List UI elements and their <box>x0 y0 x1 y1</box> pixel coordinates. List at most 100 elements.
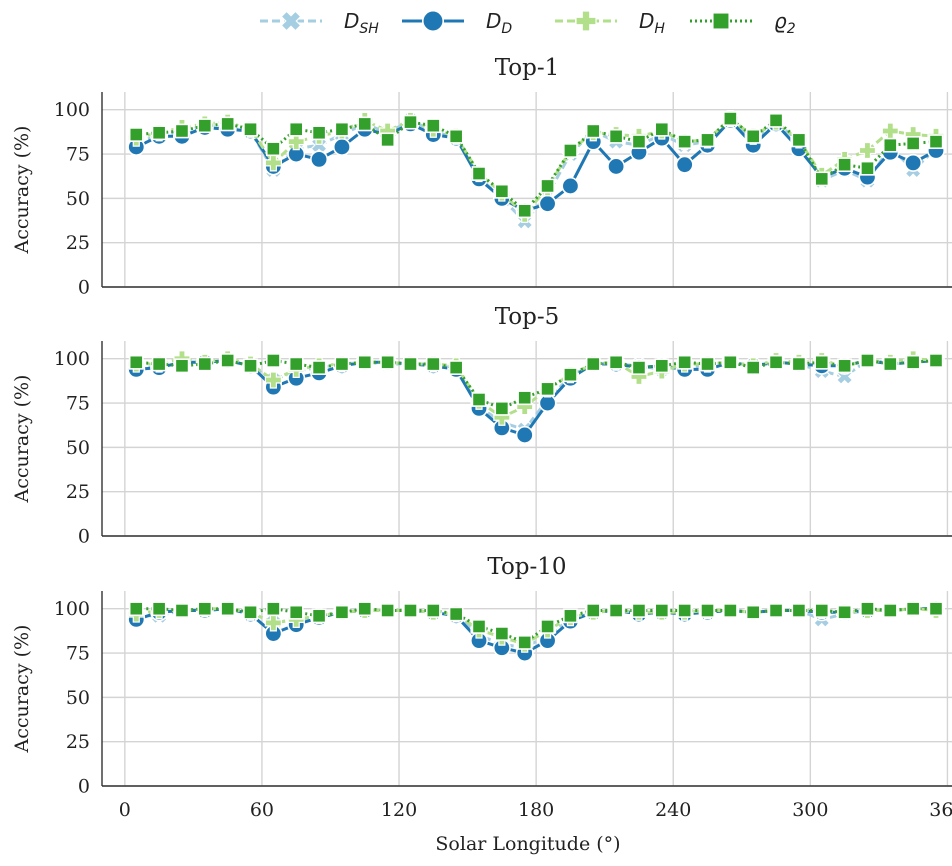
legend-entry-dsh: DSH <box>260 9 379 37</box>
data-point-rho2 <box>722 111 738 126</box>
data-point-rho2 <box>654 358 670 374</box>
data-point-rho2 <box>448 128 464 144</box>
data-point-rho2 <box>151 601 167 617</box>
legend-entry-dd: DD <box>402 9 512 37</box>
data-point-rho2 <box>791 356 807 372</box>
x-tick-label: 120 <box>381 799 417 821</box>
data-point-rho2 <box>768 354 784 370</box>
y-tick-label: 50 <box>66 437 90 459</box>
data-point-rho2 <box>243 121 258 137</box>
x-tick-label: 360 <box>929 799 952 821</box>
x-axis-title: Solar Longitude (°) <box>435 833 620 855</box>
data-point-rho2 <box>425 118 441 134</box>
data-point-dd <box>515 425 534 444</box>
data-point-rho2 <box>380 603 396 618</box>
data-point-rho2 <box>860 353 875 368</box>
data-point-rho2 <box>700 356 715 372</box>
panel-title-top-10: Top-10 <box>487 554 566 580</box>
data-point-rho2 <box>563 367 578 383</box>
data-point-dd <box>538 194 557 213</box>
data-point-dd <box>675 155 694 174</box>
data-point-rho2 <box>243 358 258 374</box>
data-point-rho2 <box>494 626 510 641</box>
data-point-rho2 <box>220 353 236 368</box>
data-point-rho2 <box>585 123 601 139</box>
data-point-rho2 <box>425 356 441 372</box>
data-point-rho2 <box>334 356 350 372</box>
data-point-rho2 <box>814 171 830 187</box>
series-rho2 <box>128 111 944 219</box>
data-point-rho2 <box>448 606 464 622</box>
data-point-rho2 <box>837 604 853 620</box>
series-line-rho2 <box>136 607 936 644</box>
y-axis-title: Accuracy (%) <box>11 625 33 754</box>
data-point-rho2 <box>768 112 784 128</box>
data-point-rho2 <box>517 635 533 650</box>
y-tick-label: 25 <box>66 232 90 254</box>
legend-marker-dsh <box>280 10 302 32</box>
data-point-rho2 <box>540 381 555 397</box>
data-point-rho2 <box>722 354 738 370</box>
data-point-rho2 <box>585 356 601 372</box>
data-point-dd <box>561 176 580 195</box>
data-point-dd <box>904 153 923 172</box>
data-point-dd <box>607 157 626 176</box>
data-point-dh <box>858 141 877 160</box>
data-point-rho2 <box>608 354 624 370</box>
legend-entry-dh: DH <box>555 9 665 37</box>
data-point-rho2 <box>220 601 236 617</box>
y-tick-label: 0 <box>78 776 90 798</box>
x-tick-label: 60 <box>250 799 274 821</box>
data-point-rho2 <box>403 603 418 618</box>
data-point-rho2 <box>928 353 944 368</box>
data-point-rho2 <box>631 603 647 618</box>
legend-marker-rho2 <box>711 11 731 31</box>
x-tick-label: 240 <box>655 799 691 821</box>
series-line-dh <box>135 117 937 216</box>
data-point-dh <box>264 614 282 632</box>
data-point-rho2 <box>768 603 784 618</box>
data-point-rho2 <box>631 134 647 150</box>
data-point-rho2 <box>540 619 555 634</box>
data-point-rho2 <box>128 127 144 142</box>
legend: DSH DD DH ϱ2 <box>260 9 796 37</box>
data-point-rho2 <box>471 392 487 407</box>
data-point-rho2 <box>745 360 761 375</box>
y-tick-label: 100 <box>54 99 90 121</box>
data-point-rho2 <box>334 121 350 137</box>
y-axis-title: Accuracy (%) <box>11 375 33 504</box>
data-point-rho2 <box>197 356 213 372</box>
data-point-rho2 <box>722 603 738 618</box>
data-point-rho2 <box>197 118 213 134</box>
data-point-rho2 <box>288 121 304 137</box>
data-point-rho2 <box>814 354 830 370</box>
data-point-rho2 <box>700 132 715 148</box>
data-point-rho2 <box>882 356 898 372</box>
data-point-dh <box>287 133 305 151</box>
data-point-rho2 <box>334 604 350 620</box>
y-tick-label: 50 <box>66 687 90 709</box>
x-tick-label: 180 <box>518 799 554 821</box>
y-tick-label: 100 <box>54 598 90 620</box>
panel-title-top-1: Top-1 <box>495 55 560 81</box>
data-point-dh <box>881 122 899 140</box>
data-point-dd <box>332 137 351 156</box>
data-point-rho2 <box>745 128 761 144</box>
panel-title-top-5: Top-5 <box>495 304 560 330</box>
data-point-rho2 <box>837 157 853 173</box>
data-point-rho2 <box>220 116 236 132</box>
legend-entry-rho2: ϱ2 <box>690 9 796 37</box>
data-point-rho2 <box>540 178 555 194</box>
data-point-dh <box>264 371 282 389</box>
data-point-rho2 <box>837 358 853 374</box>
data-point-rho2 <box>860 160 875 176</box>
data-point-rho2 <box>677 354 693 370</box>
data-point-rho2 <box>677 603 693 618</box>
data-point-rho2 <box>403 356 418 372</box>
data-point-rho2 <box>882 603 898 618</box>
data-point-rho2 <box>174 123 190 139</box>
y-tick-label: 0 <box>78 277 90 299</box>
data-point-rho2 <box>128 601 144 617</box>
y-axis-title: Accuracy (%) <box>11 126 33 255</box>
legend-label-dd: DD <box>486 9 512 37</box>
